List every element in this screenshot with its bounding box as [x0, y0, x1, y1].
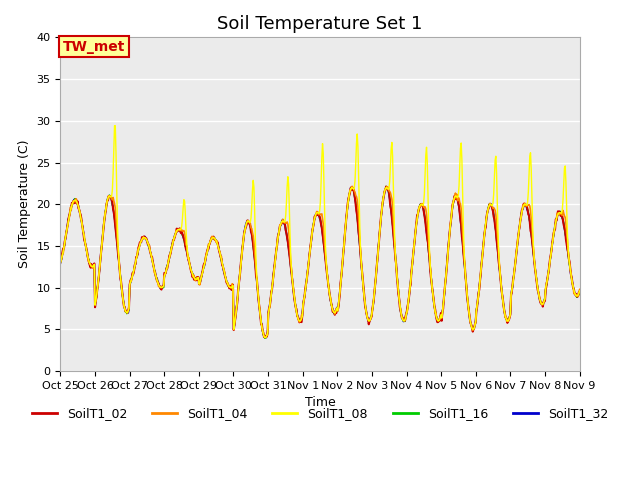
SoilT1_02: [262, 335, 269, 340]
SoilT1_16: [399, 318, 407, 324]
SoilT1_08: [576, 288, 584, 294]
SoilT1_04: [348, 183, 356, 189]
SoilT1_02: [576, 288, 584, 294]
SoilT1_16: [172, 229, 180, 235]
Line: SoilT1_08: SoilT1_08: [60, 126, 580, 338]
SoilT1_02: [56, 258, 64, 264]
Line: SoilT1_04: SoilT1_04: [60, 186, 580, 337]
SoilT1_08: [399, 318, 407, 324]
SoilT1_02: [385, 188, 392, 193]
SoilT1_16: [576, 289, 584, 295]
SoilT1_02: [172, 230, 180, 236]
Line: SoilT1_02: SoilT1_02: [60, 187, 580, 337]
SoilT1_32: [56, 261, 64, 266]
SoilT1_16: [56, 260, 64, 265]
SoilT1_04: [172, 228, 180, 234]
SoilT1_32: [66, 212, 74, 217]
SoilT1_16: [200, 266, 207, 272]
Line: SoilT1_32: SoilT1_32: [60, 187, 580, 338]
Title: Soil Temperature Set 1: Soil Temperature Set 1: [218, 15, 422, 33]
SoilT1_16: [385, 188, 392, 194]
SoilT1_04: [120, 298, 127, 303]
X-axis label: Time: Time: [305, 396, 335, 409]
SoilT1_04: [56, 260, 64, 266]
SoilT1_32: [382, 184, 390, 190]
SoilT1_16: [262, 336, 269, 341]
SoilT1_02: [399, 317, 407, 323]
SoilT1_08: [111, 123, 119, 129]
SoilT1_32: [385, 187, 392, 192]
SoilT1_08: [262, 335, 269, 341]
SoilT1_32: [120, 297, 127, 303]
SoilT1_04: [262, 335, 269, 340]
Line: SoilT1_16: SoilT1_16: [60, 186, 580, 338]
SoilT1_08: [120, 302, 128, 308]
SoilT1_04: [385, 184, 392, 190]
SoilT1_04: [399, 317, 407, 323]
SoilT1_08: [200, 263, 208, 268]
SoilT1_32: [172, 229, 180, 235]
Y-axis label: Soil Temperature (C): Soil Temperature (C): [18, 140, 31, 268]
SoilT1_08: [385, 187, 392, 192]
SoilT1_02: [120, 298, 127, 303]
SoilT1_32: [262, 335, 269, 341]
SoilT1_04: [576, 287, 584, 292]
SoilT1_02: [200, 263, 207, 269]
SoilT1_08: [173, 228, 180, 234]
SoilT1_08: [56, 260, 64, 265]
SoilT1_16: [382, 183, 390, 189]
Legend: SoilT1_02, SoilT1_04, SoilT1_08, SoilT1_16, SoilT1_32: SoilT1_02, SoilT1_04, SoilT1_08, SoilT1_…: [27, 402, 613, 425]
SoilT1_32: [200, 265, 207, 271]
SoilT1_08: [66, 211, 74, 216]
SoilT1_04: [66, 212, 74, 218]
SoilT1_32: [576, 288, 584, 294]
SoilT1_16: [120, 297, 127, 302]
SoilT1_16: [66, 210, 74, 216]
SoilT1_02: [382, 184, 390, 190]
SoilT1_32: [399, 319, 407, 324]
SoilT1_02: [66, 211, 74, 216]
Text: TW_met: TW_met: [63, 40, 125, 54]
SoilT1_04: [200, 265, 207, 271]
